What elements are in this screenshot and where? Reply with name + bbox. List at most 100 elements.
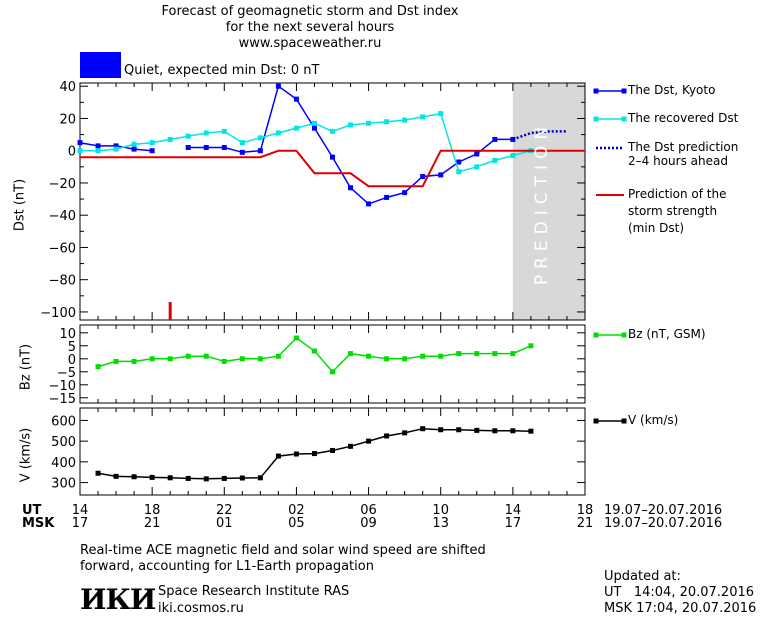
series-v-point <box>420 426 426 432</box>
prediction-band-label: PREDICTION <box>530 88 554 318</box>
prediction-band <box>512 83 585 320</box>
org-name: Space Research Institute RAS <box>158 584 350 599</box>
series-bz-point <box>293 335 299 341</box>
series-recovered-point <box>131 141 137 147</box>
series-bz-point <box>149 356 155 362</box>
msk-tick-label: 17 <box>71 516 89 531</box>
series-v-point <box>203 476 209 482</box>
legend-strength-l1: Prediction of the <box>628 187 727 201</box>
series-kyoto-point <box>492 136 498 142</box>
msk-tick-label: 05 <box>288 516 305 531</box>
series-v-point <box>348 443 354 449</box>
legend-v: V (km/s) <box>628 413 679 427</box>
series-v-point <box>330 447 335 453</box>
series-recovered-point <box>185 133 191 139</box>
legend-prediction-l2: 2–4 hours ahead <box>628 154 728 168</box>
updated-msk: MSK 17:04, 20.07.2016 <box>604 601 757 616</box>
series-v-point <box>456 427 462 433</box>
legend-swatch-marker <box>593 332 599 338</box>
series-kyoto-point <box>113 143 119 149</box>
series-bz-point <box>402 356 408 362</box>
series-bz-point <box>95 364 101 370</box>
series-recovered-point <box>293 125 299 131</box>
bz-ytick-label: 5 <box>68 340 76 355</box>
v-ytick-label: 500 <box>51 435 76 450</box>
series-v-point <box>149 474 155 480</box>
series-kyoto-point <box>77 140 83 146</box>
iki-logo: ИКИ <box>80 583 156 616</box>
dst-ytick-label: 20 <box>59 112 76 127</box>
status-text: Quiet, expected min Dst: 0 nT <box>124 63 320 78</box>
series-recovered-point <box>438 111 444 117</box>
series-bz-line <box>97 337 532 373</box>
ut-tick-label: 14 <box>504 503 522 518</box>
dst-ytick-label: −40 <box>49 209 76 224</box>
series-kyoto-point <box>275 83 281 89</box>
series-kyoto-line <box>79 84 513 205</box>
series-v-point <box>293 451 299 457</box>
dst-axis-label-wrap: Dst (nT) <box>13 179 72 231</box>
legend-swatch-marker <box>593 418 599 424</box>
dst-ytick-label: −100 <box>40 306 76 321</box>
v-panel: 600 500 400 300 <box>51 407 586 496</box>
series-v-point <box>131 474 137 480</box>
status-color-box <box>80 52 121 78</box>
v-ytick-label: 600 <box>51 414 76 429</box>
v-axis-label-wrap: V (km/s) <box>19 428 81 483</box>
series-v-point <box>275 453 281 459</box>
series-recovered-point <box>510 153 516 159</box>
legend-strength-l3: (min Dst) <box>628 221 685 235</box>
ut-row-label: UT <box>22 503 42 518</box>
series-v-point <box>366 438 372 444</box>
series-bz-point <box>221 358 227 364</box>
series-v-point <box>221 475 227 481</box>
ut-tick-label: 18 <box>143 503 161 518</box>
msk-tick-label: 13 <box>432 516 449 531</box>
series-recovered-line <box>80 112 532 173</box>
dst-ytick-label: 40 <box>59 80 76 95</box>
bz-ytick-label: 10 <box>59 327 76 342</box>
series-recovered-point <box>330 128 335 134</box>
series-bz-point <box>311 348 317 354</box>
series-bz-point <box>366 353 372 359</box>
series-kyoto-point <box>311 125 317 131</box>
series-recovered-point <box>275 130 281 136</box>
series-kyoto-point <box>510 136 516 142</box>
legend-strength-l2: storm strength <box>628 204 718 218</box>
series-bz-point <box>384 356 390 362</box>
series-bz-point <box>330 369 335 375</box>
series-v-point <box>402 430 408 436</box>
series-v-point <box>492 428 498 434</box>
series-recovered-point <box>95 148 101 154</box>
series-recovered-point <box>77 148 83 154</box>
series-recovered-point <box>203 130 209 136</box>
series-bz-point <box>239 356 245 362</box>
series-bz-point <box>438 353 444 359</box>
msk-date-range: 19.07–20.07.2016 <box>604 516 723 531</box>
series-v-point <box>239 475 245 481</box>
legend-swatch-marker <box>621 116 627 122</box>
dst-ytick-label: 0 <box>68 145 76 160</box>
series-v-point <box>438 427 444 433</box>
series-kyoto-point <box>402 190 408 196</box>
series-recovered-point <box>456 169 462 175</box>
series-recovered-point <box>384 119 390 125</box>
updated-label: Updated at: <box>604 569 681 584</box>
legend-recovered: The recovered Dst <box>628 111 739 125</box>
series-bz-point <box>528 343 534 349</box>
msk-tick-label: 21 <box>143 516 161 531</box>
legend-swatch-marker <box>621 332 627 338</box>
series-kyoto-point <box>239 149 245 155</box>
org-site[interactable]: iki.cosmos.ru <box>158 601 244 616</box>
series-recovered-point <box>239 140 245 146</box>
bz-axis-label-wrap: Bz (nT) <box>19 344 72 390</box>
ut-date-range: 19.07–20.07.2016 <box>604 503 723 518</box>
msk-tick-label: 01 <box>216 516 233 531</box>
series-recovered-point <box>113 146 119 152</box>
series-kyoto-point <box>384 194 390 200</box>
dst-frame <box>79 82 586 321</box>
legend-swatch-marker <box>621 418 627 424</box>
series-kyoto-point <box>293 96 299 102</box>
series-v-point <box>311 451 317 457</box>
prediction-text: PREDICTION <box>532 120 552 286</box>
